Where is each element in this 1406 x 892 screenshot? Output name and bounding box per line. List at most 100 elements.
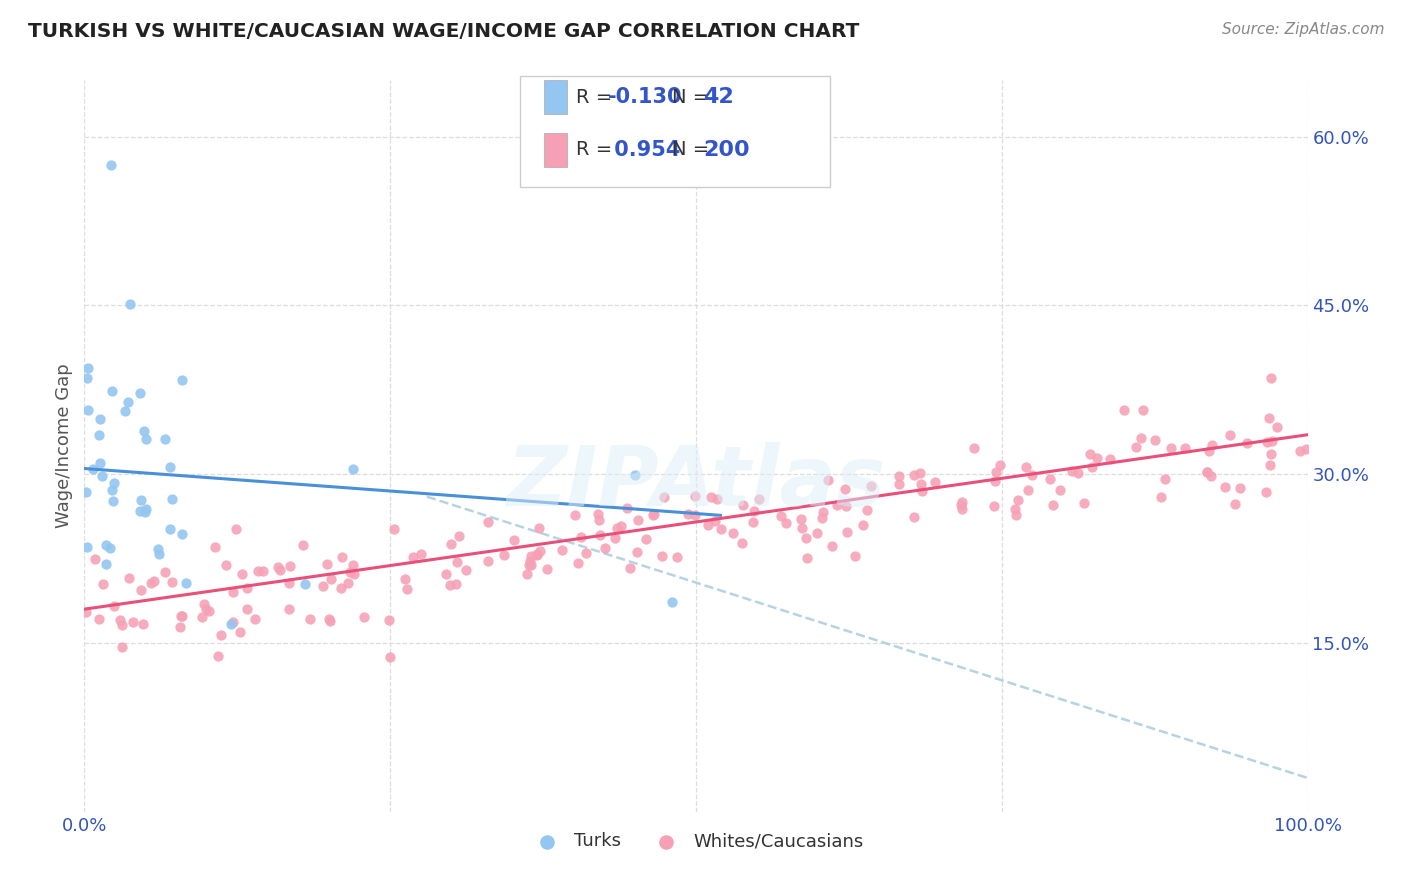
Point (339, 565, 361, 579)
Point (811, 510, 834, 524)
Point (134, 505, 156, 519)
Point (98, 541, 121, 555)
Point (903, 468, 925, 483)
Legend: Turks, Whites/Caucasians: Turks, Whites/Caucasians (522, 825, 870, 857)
Point (197, 604, 219, 618)
Point (330, 581, 353, 595)
Point (731, 498, 754, 512)
Point (683, 508, 706, 522)
Point (222, 615, 245, 629)
Point (243, 612, 266, 626)
Point (910, 476, 932, 491)
Point (316, 557, 339, 571)
Point (353, 609, 375, 624)
Point (569, 530, 592, 544)
Point (924, 475, 946, 489)
Point (527, 521, 550, 535)
Point (111, 618, 134, 632)
Point (835, 499, 858, 513)
Text: N =: N = (672, 87, 716, 107)
Point (741, 515, 763, 529)
Point (294, 576, 316, 591)
Point (246, 564, 269, 578)
Point (312, 579, 335, 593)
Point (1085, 450, 1108, 465)
Point (492, 549, 515, 563)
Point (825, 498, 848, 512)
Point (806, 526, 828, 541)
Point (661, 595, 683, 609)
Point (775, 516, 797, 530)
Point (336, 576, 359, 591)
Point (121, 615, 143, 629)
Point (225, 522, 247, 536)
Point (170, 608, 193, 623)
Point (342, 558, 364, 573)
Point (742, 504, 765, 518)
Point (176, 575, 198, 590)
Point (519, 554, 541, 568)
Point (983, 499, 1005, 513)
Point (624, 467, 647, 482)
Point (606, 521, 628, 535)
Point (222, 584, 245, 599)
Point (193, 597, 215, 611)
Point (108, 613, 131, 627)
Point (502, 533, 524, 547)
Point (114, 404, 136, 418)
Point (1260, 371, 1282, 385)
Point (172, 373, 194, 387)
Point (91, 577, 114, 591)
Point (887, 468, 910, 483)
Point (1229, 481, 1251, 495)
Point (77, 360, 100, 375)
Point (76, 540, 98, 554)
Point (118, 297, 141, 311)
Text: Source: ZipAtlas.com: Source: ZipAtlas.com (1222, 22, 1385, 37)
Point (135, 432, 157, 446)
Point (564, 508, 586, 523)
Point (96, 557, 118, 571)
Point (852, 517, 875, 532)
Point (278, 559, 301, 574)
Point (710, 522, 733, 536)
Point (887, 477, 910, 491)
Point (89, 428, 111, 442)
Point (209, 628, 232, 642)
Point (837, 524, 859, 539)
Point (440, 536, 463, 550)
Point (394, 572, 416, 586)
Point (94, 538, 117, 552)
Point (593, 541, 616, 555)
Point (643, 507, 665, 521)
Point (526, 548, 548, 562)
Point (219, 617, 242, 632)
Point (706, 491, 728, 506)
Point (444, 577, 467, 591)
Point (84, 552, 107, 566)
Point (1258, 458, 1281, 472)
Point (128, 503, 150, 517)
Point (520, 558, 543, 572)
Point (1066, 467, 1088, 481)
Point (319, 614, 342, 628)
Point (229, 624, 252, 639)
Point (278, 602, 301, 616)
Point (100, 158, 122, 172)
Point (117, 571, 139, 585)
Point (236, 602, 259, 616)
Point (1125, 440, 1147, 454)
Point (191, 610, 214, 624)
Point (269, 563, 291, 577)
Point (619, 561, 641, 575)
Point (146, 541, 169, 556)
Point (396, 582, 419, 597)
Point (342, 462, 364, 476)
Point (456, 563, 478, 577)
Point (665, 550, 688, 565)
Point (411, 547, 433, 561)
Point (1073, 496, 1095, 510)
Point (129, 385, 152, 400)
Point (1017, 483, 1039, 497)
Point (1132, 403, 1154, 417)
